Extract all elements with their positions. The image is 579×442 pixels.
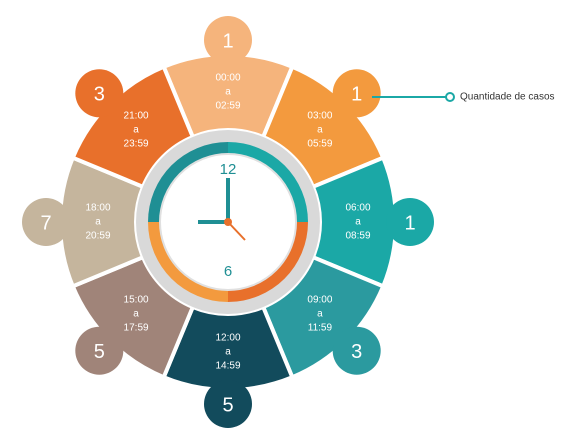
count: 1 xyxy=(404,212,415,234)
clock: 12 6 xyxy=(136,130,320,314)
time-start: 18:00 xyxy=(85,203,110,214)
count-tab xyxy=(75,69,124,118)
count: 5 xyxy=(94,341,105,363)
time-end: 05:59 xyxy=(307,139,332,150)
count-tab xyxy=(204,380,252,428)
time-end: 20:59 xyxy=(85,231,110,242)
count-tab xyxy=(22,198,70,246)
segment: 18:00 a 20:59 7 xyxy=(22,155,146,289)
time-end: 11:59 xyxy=(308,323,333,334)
count-tab xyxy=(75,326,124,375)
time-end: 02:59 xyxy=(215,101,240,112)
segment: 15:00 a 17:59 5 xyxy=(70,254,196,380)
count-tab xyxy=(332,69,381,118)
legend-dot xyxy=(445,92,455,102)
clock-numeral: 12 xyxy=(220,161,237,178)
count: 3 xyxy=(351,341,362,363)
time-end: 17:59 xyxy=(124,323,149,334)
time-sep: a xyxy=(133,309,139,320)
time-sep: a xyxy=(133,125,139,136)
time-sep: a xyxy=(225,347,231,358)
count: 1 xyxy=(351,84,362,106)
time-start: 03:00 xyxy=(307,111,332,122)
segment: 00:00 a 02:59 1 xyxy=(161,16,295,140)
count: 3 xyxy=(94,84,105,106)
time-start: 09:00 xyxy=(307,295,332,306)
time-start: 21:00 xyxy=(124,111,149,122)
time-sep: a xyxy=(317,309,323,320)
count: 7 xyxy=(40,212,51,234)
segments: 00:00 a 02:59 1 03:00 a 05:59 1 06:00 a 08:59 1 09:0… xyxy=(22,16,434,428)
count: 5 xyxy=(222,394,233,416)
count-tab xyxy=(204,16,252,64)
segment: 03:00 a 05:59 1 xyxy=(260,64,386,190)
time-start: 12:00 xyxy=(215,333,240,344)
time-start: 06:00 xyxy=(345,203,370,214)
clock-numeral: 6 xyxy=(224,263,232,280)
time-start: 15:00 xyxy=(124,295,149,306)
time-start: 00:00 xyxy=(215,73,240,84)
count-tab xyxy=(332,326,381,375)
clock-pin xyxy=(224,218,232,226)
time-sep: a xyxy=(225,87,231,98)
time-end: 08:59 xyxy=(345,231,370,242)
time-sep: a xyxy=(95,217,101,228)
time-end: 14:59 xyxy=(215,361,240,372)
second-hand xyxy=(227,221,246,241)
segment: 09:00 a 11:59 3 xyxy=(260,254,386,380)
count: 1 xyxy=(222,30,233,52)
time-end: 23:59 xyxy=(124,139,149,150)
legend-text: Quantidade de casos xyxy=(460,92,555,103)
count-tab xyxy=(386,198,434,246)
time-sep: a xyxy=(317,125,323,136)
time-sep: a xyxy=(355,217,361,228)
